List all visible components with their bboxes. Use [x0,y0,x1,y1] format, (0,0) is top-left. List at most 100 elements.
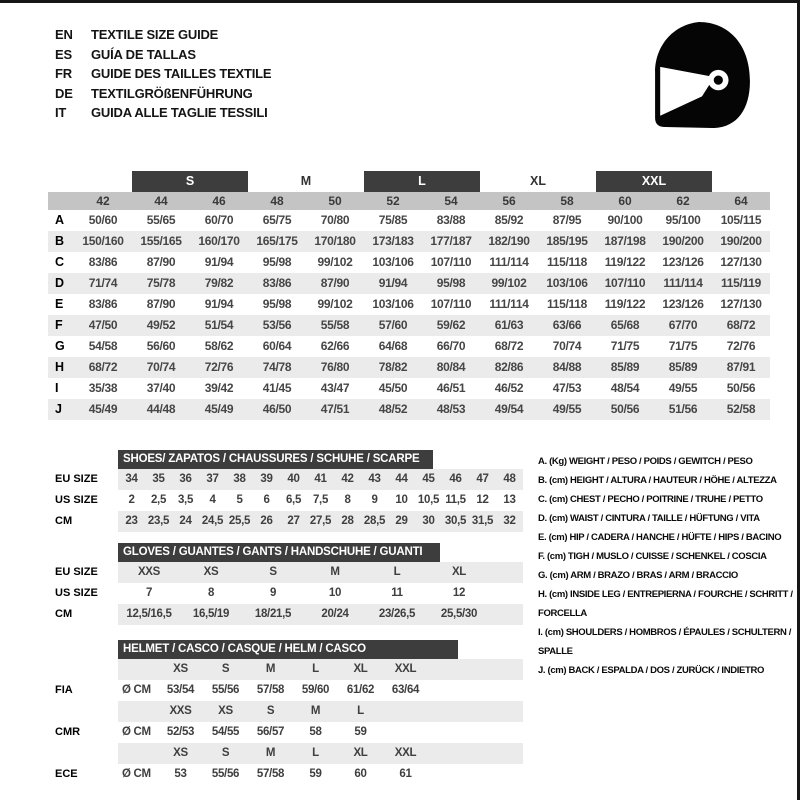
size-value: 53/56 [262,318,292,332]
gloves-rows: XXS XS S M L XL 7 8 9 10 11 12 12,5/16,5 16,5/19 18/21… [118,562,523,625]
size-value: 62/66 [320,339,350,353]
gloves-table-title: GLOVES / GUANTES / GANTS / HANDSCHUHE / … [118,543,440,562]
helmet-value: 61 [399,768,412,780]
helmet-diameter-label: Ø CM [122,726,151,738]
gloves-value: 11 [391,587,403,599]
size-value: 87/90 [146,255,176,269]
shoes-value: 7,5 [312,494,329,506]
language-code: ES [55,46,72,62]
gloves-value: 16,5/19 [192,608,230,620]
size-value: 65/68 [610,318,640,332]
size-value: 83/86 [88,297,118,311]
size-value: 44/48 [146,402,176,416]
main-table-row: B 150/160 155/165 160/170 165/175 170/180 173/… [48,231,770,252]
gloves-table: EU SIZE US SIZE CM GLOVES / GUANTES / GANT… [55,543,523,625]
size-value: 103/106 [372,297,414,311]
size-group-l: L [364,171,480,192]
gloves-value: 12 [452,587,466,599]
size-value: 80/84 [436,360,466,374]
size-number: 64 [734,194,748,208]
shoes-value: 47 [476,473,489,485]
size-value: 99/102 [491,276,527,290]
size-value: 150/160 [82,234,124,248]
size-value: 187/198 [604,234,646,248]
shoes-value: 34 [125,473,138,485]
helmet-size: XXL [394,663,417,675]
shoes-value: 27,5 [309,515,332,527]
helmet-sizes-row: XS S M L XL XXL [118,659,523,680]
helmet-diameter-label: Ø CM [122,768,151,780]
size-value: 91/94 [204,297,234,311]
size-value: 51/54 [204,318,234,332]
size-value: 173/183 [372,234,414,248]
helmet-cert-fia: FIA [55,684,73,696]
size-value: 71/75 [610,339,640,353]
helmet-cert-ece: ECE [55,768,78,780]
shoes-value: 30 [422,515,435,527]
row-letter: E [55,297,64,311]
legend-item: C. (cm) CHEST / PECHO / POITRINE / TRUHE… [538,494,763,505]
size-number: 50 [328,194,342,208]
size-value: 190/200 [720,234,762,248]
shoes-value: 27 [287,515,300,527]
size-value: 71/74 [88,276,118,290]
language-title: GUÍA DE TALLAS [91,46,196,62]
shoes-row: 34 35 36 37 38 39 40 41 42 43 44 45 46 47 48 [118,469,523,490]
legend-item: G. (cm) ARM / BRAZO / BRAS / ARM / BRACC… [538,570,738,581]
row-letter: I [55,381,59,395]
helmet-size-spacer [118,743,158,764]
main-table-row: C 83/86 87/90 91/94 95/98 99/102 103/106 107/11… [48,252,770,273]
size-value: 107/110 [604,276,646,290]
size-value: 160/170 [198,234,240,248]
size-value: 41/45 [262,381,292,395]
helmet-size: S [221,663,230,675]
helmet-size: S [266,705,275,717]
helmet-value: 59/60 [301,684,330,696]
shoes-value: 31,5 [471,515,494,527]
helmet-value: 63/64 [391,684,420,696]
size-value: 58/62 [204,339,234,353]
size-group-xxl: XXL [596,171,712,192]
size-group-s: S [132,171,248,192]
main-size-table: S M L XL XXL 42 44 46 48 50 52 54 56 58 60 62 64 A 50/60… [48,171,770,420]
helmet-value: 57/58 [256,684,285,696]
shoes-value: 28 [341,515,354,527]
size-number-row: 42 44 46 48 50 52 54 56 58 60 62 64 [48,192,770,210]
helmet-value: 52/53 [166,726,195,738]
size-value: 83/86 [262,276,292,290]
size-value: 127/130 [720,297,762,311]
language-row: IT GUIDA ALLE TAGLIE TESSILI [55,103,271,123]
size-value: 70/80 [320,213,350,227]
shoes-value: 10,5 [417,494,440,506]
helmet-size: XL [353,663,368,675]
racing-helmet-icon [655,21,750,129]
size-value: 47/51 [320,402,350,416]
size-value: 111/114 [489,255,529,269]
helmet-value: 59 [354,726,367,738]
size-value: 87/90 [146,297,176,311]
size-value: 111/114 [489,297,529,311]
row-letter: A [55,213,65,227]
shoes-value: 12 [476,494,489,506]
size-value: 107/110 [430,297,472,311]
size-value: 123/126 [662,297,704,311]
language-title: TEXTILE SIZE GUIDE [91,27,219,42]
size-value: 95/100 [665,213,701,227]
size-value: 85/89 [610,360,640,374]
size-value: 49/52 [146,318,176,332]
helmet-values-row: Ø CM 53 55/56 57/58 59 60 61 [118,764,523,785]
shoes-table-title: SHOES/ ZAPATOS / CHAUSSURES / SCHUHE / S… [118,450,433,469]
shoes-side-label: CM [55,515,73,527]
helmet-values-row: Ø CM 53/54 55/56 57/58 59/60 61/62 63/64 [118,680,523,701]
shoes-value: 6 [263,494,270,506]
row-letter: G [55,339,65,353]
shoes-value: 48 [503,473,516,485]
shoes-value: 45 [422,473,435,485]
size-value: 68/72 [726,318,756,332]
size-value: 48/53 [436,402,466,416]
size-value: 60/70 [204,213,234,227]
shoes-value: 46 [449,473,462,485]
helmet-sizes-row: XXS XS S M L [118,701,523,722]
gloves-value: 7 [145,587,153,599]
gloves-value: 25,5/30 [440,608,478,620]
